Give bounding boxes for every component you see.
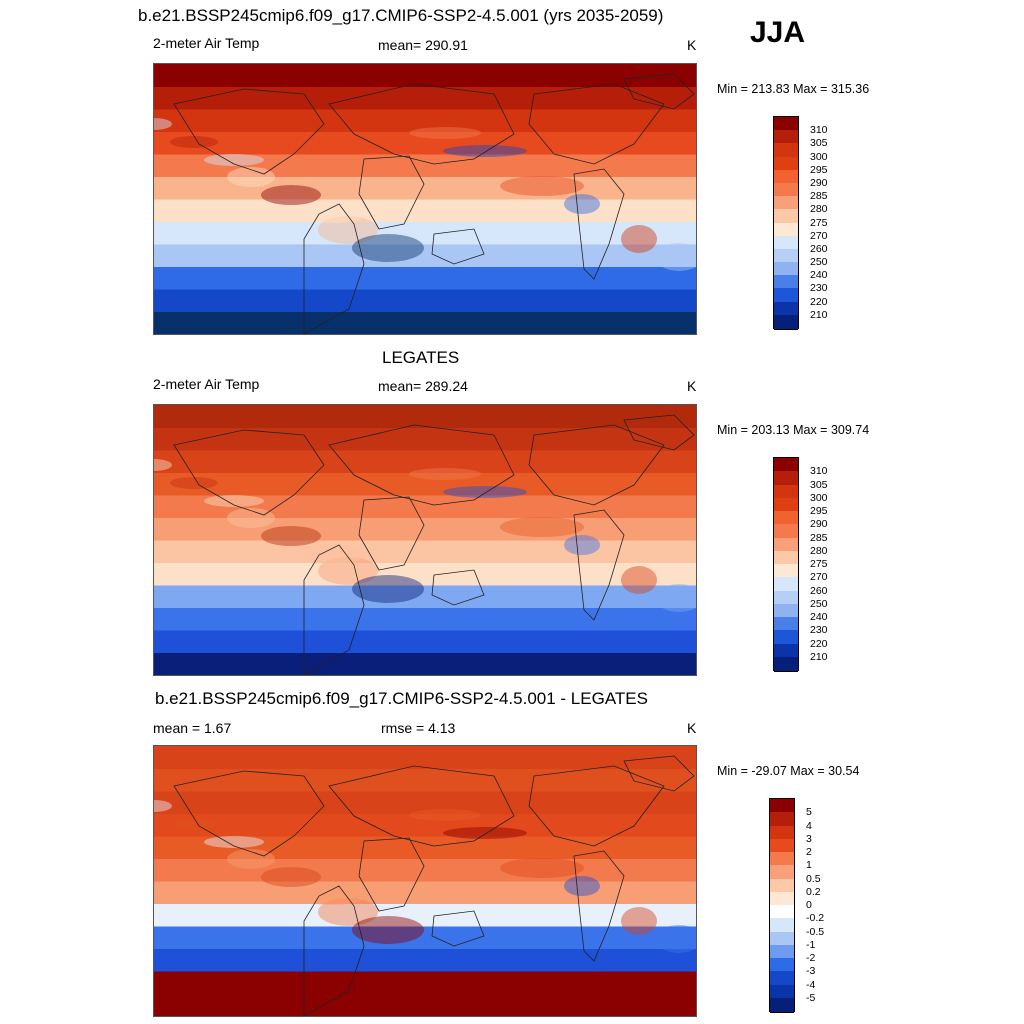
panel-3-minmax: Min = -29.07 Max = 30.54: [717, 764, 860, 778]
colorbar-tick-label: 285: [810, 531, 828, 544]
colorbar-tick-label: 220: [810, 637, 828, 650]
panel-1-minmax: Min = 213.83 Max = 315.36: [717, 82, 870, 96]
colorbar-tick-label: 310: [810, 465, 828, 478]
colorbar-tick-label: 220: [810, 295, 828, 308]
colorbar-tick-label: 290: [810, 176, 828, 189]
colorbar-tick-label: -4: [806, 978, 816, 991]
colorbar-tick-label: -5: [806, 991, 816, 1004]
panel-2-units: K: [687, 378, 697, 394]
season-label: JJA: [750, 16, 806, 49]
colorbar-tick-label: 310: [810, 124, 828, 137]
colorbar-tick-label: 285: [810, 190, 828, 203]
panel-2-colorbar: 310 305 300 295 290 285 280 275 270 260 250 240 230 2…: [773, 457, 828, 672]
panel-1-mean-label: mean= 290.91: [378, 37, 468, 53]
panel-1-variable-label: 2-meter Air Temp: [153, 35, 260, 51]
panel-2-map-field: [154, 405, 696, 675]
colorbar-segment: [774, 656, 798, 672]
colorbar-tick-label: 260: [810, 584, 828, 597]
colorbar-tick-label: 230: [810, 624, 828, 637]
colorbar-tick-label: 300: [810, 491, 828, 504]
panel-3-map-field: [154, 746, 696, 1016]
panel-2-title: LEGATES: [382, 348, 460, 367]
colorbar-tick-label: -1: [806, 938, 816, 951]
colorbar-tick-label: 305: [810, 137, 828, 150]
panel-2-minmax: Min = 203.13 Max = 309.74: [717, 423, 870, 437]
colorbar-tick-label: -0.2: [806, 912, 825, 925]
panel-1-map-field: [154, 64, 696, 334]
panel-3-colorbar: 5 4 3 2 1 0.5 0.2 0 -0.2 -0.5 -1 -2 -3 -4 -5: [769, 798, 824, 1013]
colorbar-tick-label: 210: [810, 650, 828, 663]
colorbar-tick-label: 1: [806, 859, 812, 872]
panel-3-map: [153, 745, 697, 1017]
panel-3-mean-label: mean = 1.67: [153, 720, 232, 736]
colorbar-tick-label: 270: [810, 571, 828, 584]
panel-1-map: [153, 63, 697, 335]
colorbar-tick-label: 3: [806, 832, 812, 845]
panel-2-mean-label: mean= 289.24: [378, 378, 468, 394]
colorbar-tick-label: 295: [810, 505, 828, 517]
colorbar-tick-label: 280: [810, 544, 828, 557]
colorbar-tick-label: 250: [810, 256, 828, 269]
colorbar-tick-label: 240: [810, 269, 828, 282]
colorbar-tick-label: -2: [806, 952, 816, 964]
colorbar-tick-label: 280: [810, 203, 828, 216]
panel-3-units: K: [687, 720, 697, 736]
panel-1-title: b.e21.BSSP245cmip6.f09_g17.CMIP6-SSP2-4.…: [138, 6, 664, 25]
colorbar-tick-label: 230: [810, 282, 828, 295]
colorbar-tick-label: 2: [806, 846, 812, 858]
colorbar-tick-label: 5: [806, 806, 812, 819]
colorbar-tick-label: 0.5: [806, 872, 821, 885]
colorbar-segment: [770, 997, 794, 1013]
panel-3-rmse-label: rmse = 4.13: [381, 720, 456, 736]
colorbar-tick-label: 210: [810, 308, 828, 321]
colorbar-tick-label: 260: [810, 242, 828, 255]
colorbar-tick-label: -0.5: [806, 925, 825, 938]
colorbar-tick-label: 4: [806, 819, 812, 832]
colorbar-tick-label: 270: [810, 229, 828, 242]
colorbar-segment: [774, 314, 798, 330]
colorbar-tick-label: 275: [810, 558, 828, 570]
colorbar-tick-label: 300: [810, 150, 828, 163]
colorbar-tick-label: 240: [810, 611, 828, 623]
colorbar-tick-label: 275: [810, 216, 828, 229]
panel-1-units: K: [687, 37, 697, 53]
colorbar-tick-label: 0: [806, 899, 812, 911]
colorbar-tick-label: 295: [810, 163, 828, 176]
panel-2-variable-label: 2-meter Air Temp: [153, 376, 260, 392]
panel-2-map: [153, 404, 697, 676]
panel-1-colorbar: 310 305 300 295 290 285 280 275 270 260 250 240 230 2…: [773, 116, 828, 330]
colorbar-tick-label: -3: [806, 965, 816, 978]
colorbar-tick-label: 305: [810, 478, 828, 491]
colorbar-tick-label: 290: [810, 518, 828, 531]
colorbar-tick-label: 250: [810, 597, 828, 610]
colorbar-tick-label: 0.2: [806, 885, 821, 898]
panel-3-title: b.e21.BSSP245cmip6.f09_g17.CMIP6-SSP2-4.…: [155, 689, 648, 708]
